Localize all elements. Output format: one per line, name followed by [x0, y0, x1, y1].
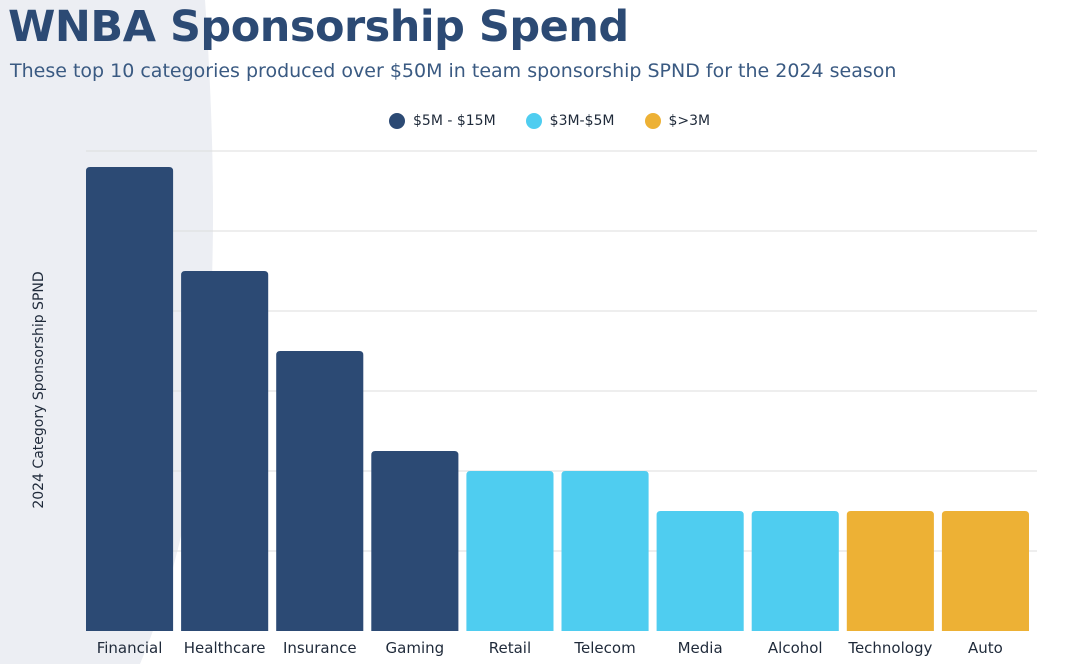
x-tick-label-alcohol: Alcohol [768, 639, 823, 657]
chart-subtitle: These top 10 categories produced over $5… [10, 60, 897, 82]
x-tick-label-technology: Technology [847, 639, 932, 657]
x-tick-label-gaming: Gaming [386, 639, 445, 657]
bar-alcohol [751, 511, 839, 631]
x-tick-label-healthcare: Healthcare [184, 639, 266, 657]
x-tick-label-retail: Retail [489, 639, 531, 657]
bar-retail [466, 471, 554, 631]
bar-telecom [561, 471, 649, 631]
legend-item-high: $5M - $15M [389, 113, 496, 129]
x-tick-label-insurance: Insurance [283, 639, 357, 657]
x-tick-label-media: Media [678, 639, 723, 657]
bar-auto [941, 511, 1029, 631]
bar-insurance [276, 351, 364, 631]
x-tick-label-auto: Auto [968, 639, 1003, 657]
legend: $5M - $15M $3M-$5M $>3M [389, 112, 740, 130]
legend-label-low: $>3M [668, 113, 711, 129]
legend-swatch-high [389, 113, 405, 129]
legend-label-high: $5M - $15M [413, 113, 496, 129]
legend-swatch-mid [525, 113, 542, 129]
x-tick-label-financial: Financial [97, 639, 163, 657]
chart-title: WNBA Sponsorship Spend [8, 2, 629, 52]
legend-label-mid: $3M-$5M [549, 113, 615, 129]
legend-swatch-low [644, 113, 661, 129]
legend-item-low: $>3M [644, 113, 711, 129]
bar-financial [86, 167, 174, 631]
bar-media [656, 511, 744, 631]
bar-gaming [371, 451, 459, 631]
bar-healthcare [181, 271, 269, 631]
legend-item-mid: $3M-$5M [525, 113, 615, 129]
x-tick-label-telecom: Telecom [573, 639, 635, 657]
bar-technology [846, 511, 934, 631]
